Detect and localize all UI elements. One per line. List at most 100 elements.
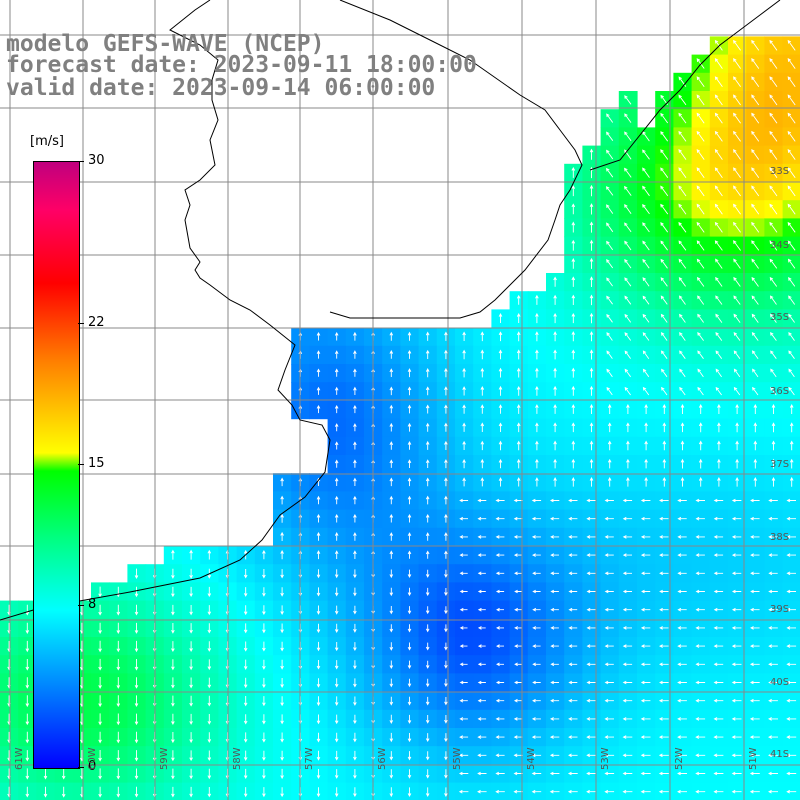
wind-arrow: [696, 258, 705, 269]
wind-arrow: [751, 94, 760, 106]
wind-arrow: [606, 368, 613, 378]
wind-arrow: [589, 331, 594, 342]
wind-arrow: [444, 588, 448, 596]
wind-arrow: [116, 713, 121, 726]
wind-arrow: [535, 312, 539, 324]
latitude-label: 38S: [770, 532, 790, 543]
wind-arrow: [571, 203, 576, 215]
wind-arrow: [316, 350, 321, 359]
wind-arrow: [514, 662, 523, 667]
wind-arrow: [644, 477, 648, 487]
wind-arrow: [733, 203, 741, 215]
wind-arrow: [659, 553, 669, 557]
wind-arrow: [353, 368, 357, 377]
wind-speed-cell: [782, 182, 800, 201]
wind-arrow: [604, 698, 614, 703]
wind-arrow: [622, 589, 632, 594]
wind-arrow: [532, 680, 541, 685]
wind-arrow: [589, 203, 594, 215]
wind-arrow: [679, 368, 686, 378]
wind-arrow: [622, 680, 633, 685]
wind-arrow: [750, 553, 760, 557]
wind-arrow: [714, 130, 723, 142]
wind-arrow: [768, 735, 778, 739]
wind-speed-cell: [782, 145, 800, 165]
wind-arrow: [532, 607, 541, 612]
wind-arrow: [714, 203, 723, 215]
wind-arrow: [353, 750, 357, 761]
wind-arrow: [622, 662, 633, 667]
wind-arrow: [571, 166, 576, 178]
wind-arrow: [462, 367, 466, 378]
wind-arrow: [624, 185, 632, 196]
wind-arrow: [604, 535, 614, 539]
wind-arrow: [642, 332, 650, 341]
wind-arrow: [660, 258, 668, 269]
wind-arrow: [171, 695, 175, 707]
wind-arrow: [316, 623, 321, 634]
wind-arrow: [568, 717, 578, 721]
wind-arrow: [568, 589, 578, 594]
wind-arrow: [787, 221, 796, 233]
wind-arrow: [731, 644, 742, 648]
wind-arrow: [513, 535, 523, 539]
wind-arrow: [189, 768, 193, 780]
wind-arrow: [425, 550, 430, 559]
wind-arrow: [731, 589, 742, 594]
wind-arrow: [770, 350, 777, 359]
wind-arrow: [660, 131, 669, 142]
wind-arrow: [568, 753, 578, 758]
wind-arrow: [695, 535, 705, 539]
wind-arrow: [334, 331, 339, 341]
wind-speed-cell: [782, 309, 800, 329]
wind-arrow: [770, 332, 777, 341]
wind-arrow: [589, 367, 594, 378]
wind-arrow: [660, 240, 668, 251]
wind-arrow: [262, 696, 266, 707]
wind-arrow: [407, 678, 412, 688]
wind-arrow: [751, 185, 760, 197]
wind-arrow: [553, 367, 557, 378]
wind-arrow: [353, 513, 357, 523]
wind-arrow: [553, 404, 557, 414]
wind-arrow: [549, 498, 560, 503]
wind-arrow: [751, 350, 759, 360]
wind-arrow: [550, 717, 560, 721]
wind-arrow: [98, 586, 102, 598]
wind-arrow: [659, 607, 669, 612]
wind-arrow: [768, 535, 778, 539]
wind-arrow: [480, 404, 485, 414]
wind-arrow: [658, 735, 669, 739]
wind-arrow: [189, 605, 193, 616]
wind-arrow: [731, 680, 742, 685]
wind-arrow: [660, 332, 668, 341]
wind-arrow: [660, 313, 668, 323]
wind-arrow: [642, 258, 650, 269]
wind-arrow: [568, 571, 578, 576]
wind-arrow: [589, 312, 594, 324]
wind-arrow: [425, 606, 430, 615]
wind-arrow: [733, 258, 741, 269]
wind-arrow: [571, 312, 576, 324]
wind-speed-cell: [782, 273, 800, 292]
wind-arrow: [243, 714, 248, 725]
wind-arrow: [769, 221, 778, 233]
wind-arrow: [771, 440, 776, 451]
wind-arrow: [677, 717, 687, 721]
wind-arrow: [640, 553, 651, 557]
wind-arrow: [568, 498, 578, 503]
wind-arrow: [731, 717, 742, 721]
wind-arrow: [731, 626, 742, 630]
wind-arrow: [788, 350, 795, 359]
wind-arrow: [98, 658, 102, 671]
wind-arrow: [334, 696, 339, 706]
wind-arrow: [750, 535, 760, 539]
wind-arrow: [660, 350, 668, 359]
wind-arrow: [789, 458, 794, 469]
wind-arrow: [771, 458, 776, 469]
wind-arrow: [624, 295, 632, 305]
wind-arrow: [715, 276, 723, 287]
wind-arrow: [549, 735, 560, 739]
wind-arrow: [477, 789, 487, 794]
wind-arrow: [134, 768, 139, 780]
